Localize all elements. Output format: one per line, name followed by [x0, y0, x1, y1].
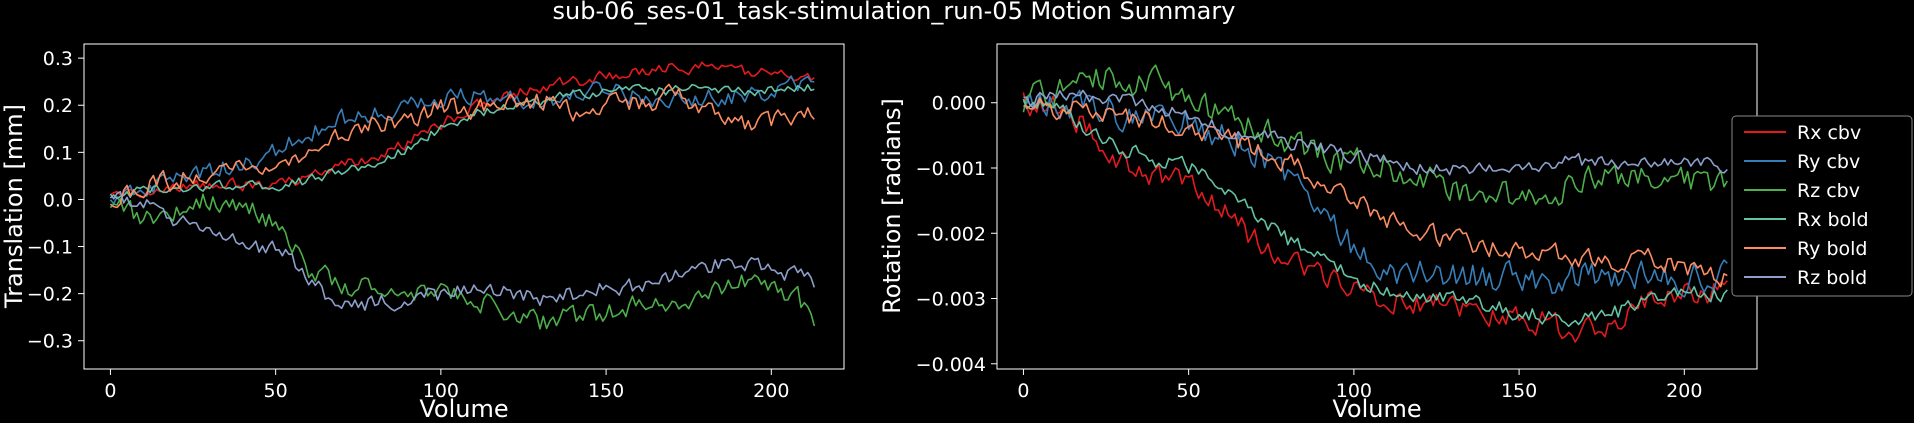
translation-y-tick-label: 0.0: [43, 189, 73, 211]
rotation-series-line-6: [1023, 89, 1728, 176]
rotation-series-line-3: [1022, 64, 1728, 206]
translation-plot-frame: [83, 43, 845, 370]
rotation-x-tick-label: 100: [1336, 380, 1372, 402]
translation-x-tick-label: 0: [104, 380, 116, 402]
rotation-series-line-5: [1023, 97, 1728, 288]
translation-series-line-4: [109, 83, 815, 200]
rotation-x-tick-label: 150: [1501, 380, 1537, 402]
translation-y-axis-label: Translation [mm]: [0, 104, 28, 309]
rotation-y-tick-label: −0.002: [916, 223, 986, 245]
translation-series-line-3: [109, 193, 816, 330]
translation-ticks-layer: 0 50 100 150 200 −0.3 −0.2 −0.1 0.0 0.1 0.2 0.3: [27, 48, 790, 402]
legend-label: Rx cbv: [1797, 122, 1861, 144]
translation-x-tick-label: 200: [753, 380, 789, 402]
rotation-y-tick-label: −0.003: [916, 289, 986, 311]
translation-series-line-6: [109, 190, 816, 312]
rotation-x-tick-label: 0: [1017, 380, 1029, 402]
legend-label: Rz cbv: [1797, 180, 1860, 202]
translation-y-tick-label: 0.2: [43, 95, 73, 117]
legend-items: Rx cbv Ry cbv Rz cbv Rx bold Ry bold Rz bold: [1744, 122, 1869, 289]
translation-y-tick-label: −0.2: [27, 284, 73, 306]
translation-x-tick-label: 100: [423, 380, 459, 402]
rotation-legend: Rx cbv Ry cbv Rz cbv Rx bold Ry bold Rz bold: [1731, 115, 1913, 297]
translation-y-tick-label: −0.3: [27, 331, 73, 353]
translation-panel: 0 50 100 150 200 −0.3 −0.2 −0.1 0.0 0.1 0.2 0.3 Tra…: [0, 43, 845, 423]
translation-y-tick-label: 0.1: [43, 142, 73, 164]
translation-series-line-1: [109, 61, 815, 198]
figure-title: sub-06_ses-01_task-stimulation_run-05 Mo…: [553, 0, 1236, 25]
rotation-x-tick-label: 200: [1666, 380, 1702, 402]
legend-label: Ry cbv: [1797, 151, 1860, 173]
rotation-y-tick-label: 0.000: [932, 93, 986, 115]
rotation-x-tick-label: 50: [1177, 380, 1201, 402]
translation-series-line-5: [109, 83, 815, 209]
translation-y-tick-label: 0.3: [43, 48, 73, 70]
legend-label: Ry bold: [1797, 238, 1867, 260]
rotation-series-line-1: [1022, 92, 1728, 343]
rotation-series-layer: [1022, 64, 1728, 343]
rotation-panel: 0 50 100 150 200 −0.004 −0.003 −0.002 −0.001 0.00…: [878, 43, 1758, 423]
rotation-y-axis-label: Rotation [radians]: [878, 98, 906, 314]
rotation-y-tick-label: −0.001: [916, 158, 986, 180]
translation-y-tick-label: −0.1: [27, 237, 73, 259]
legend-label: Rx bold: [1797, 209, 1869, 231]
rotation-ticks-layer: 0 50 100 150 200 −0.004 −0.003 −0.002 −0.001 0.00…: [916, 93, 1703, 402]
legend-label: Rz bold: [1797, 267, 1867, 289]
rotation-y-tick-label: −0.004: [916, 354, 986, 376]
translation-x-tick-label: 50: [264, 380, 288, 402]
translation-x-tick-label: 150: [588, 380, 624, 402]
translation-x-axis-label: Volume: [419, 395, 508, 423]
rotation-series-line-4: [1022, 98, 1728, 328]
translation-series-layer: [109, 61, 816, 330]
translation-series-line-2: [109, 75, 815, 205]
rotation-x-axis-label: Volume: [1332, 395, 1421, 423]
